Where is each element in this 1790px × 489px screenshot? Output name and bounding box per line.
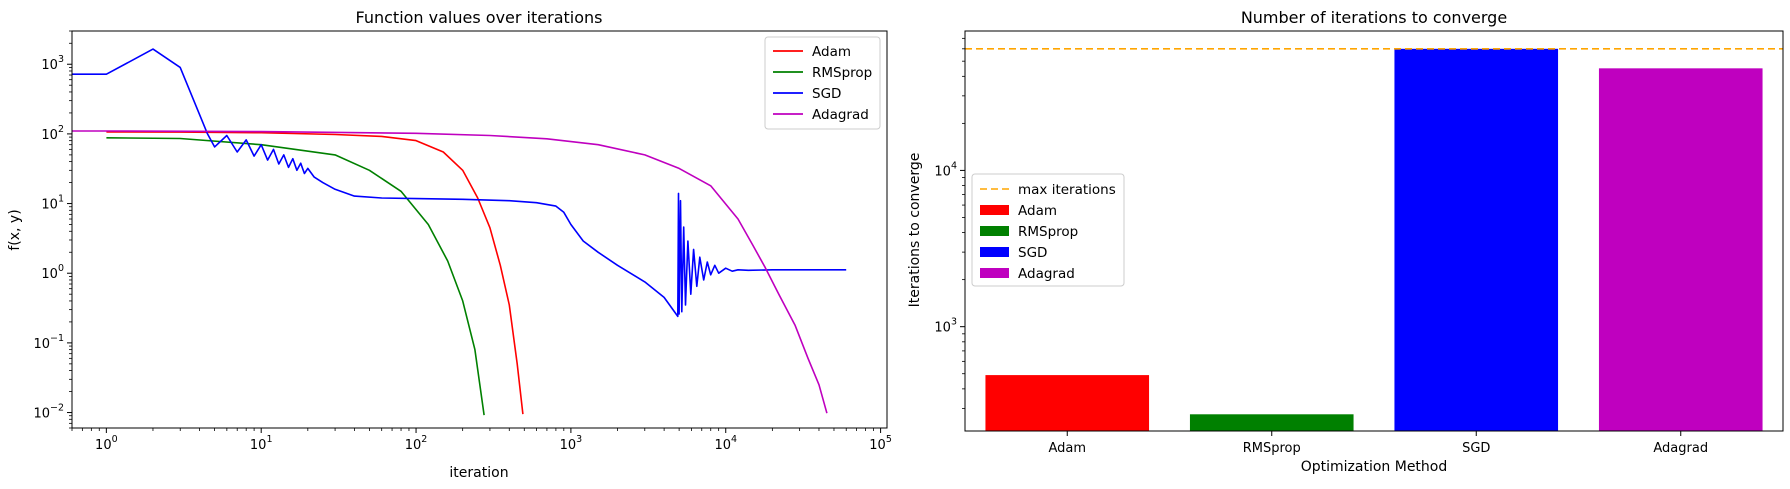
legend-label-rmsprop: RMSprop (812, 65, 872, 81)
x-tick-label-adam: Adam (1048, 441, 1086, 456)
y-tick-label: 101 (41, 194, 64, 213)
y-tick-label-exp: 1 (58, 194, 64, 205)
y-tick-label: 10−1 (33, 333, 64, 352)
legend-swatch-adagrad (980, 268, 1009, 278)
y-tick-label-base: 10 (41, 58, 58, 73)
series-line-rmsprop (106, 137, 485, 416)
legend-label-sgd: SGD (812, 86, 841, 102)
bar-rmsprop (1189, 414, 1354, 431)
y-tick-label: 100 (41, 263, 64, 282)
line-chart-title: Function values over iterations (356, 8, 603, 27)
line-chart-series (72, 48, 847, 416)
bar-chart-bars (985, 48, 1763, 432)
x-tick-label-exp: 2 (421, 434, 427, 445)
y-tick-label: 10−2 (33, 403, 64, 422)
x-tick-label-sgd: SGD (1462, 441, 1490, 456)
y-tick-label-base: 10 (41, 267, 58, 282)
x-tick-label: 103 (560, 434, 583, 453)
series-line-adam (106, 131, 524, 415)
x-tick-label-base: 10 (95, 438, 112, 453)
legend-swatch-adam (980, 205, 1009, 215)
bar-adagrad (1598, 68, 1763, 432)
x-tick-label-exp: 1 (266, 434, 272, 445)
legend-label-sgd: SGD (1018, 245, 1047, 261)
y-tick-label-exp: 3 (951, 317, 957, 328)
line-chart: Function values over iterations 100 101 10… (7, 8, 892, 481)
series-line-sgd (72, 48, 847, 318)
y-tick-label-exp: 0 (58, 263, 64, 274)
x-tick-label-exp: 4 (731, 434, 737, 445)
y-tick-label-exp: −2 (50, 403, 64, 414)
x-tick-label-base: 10 (869, 438, 886, 453)
y-tick-label-base: 10 (41, 198, 58, 213)
line-chart-y-label: f(x, y) (7, 209, 23, 250)
x-tick-label: 100 (95, 434, 118, 453)
bar-adam (985, 375, 1150, 431)
x-tick-label-adagrad: Adagrad (1653, 441, 1708, 456)
bar-chart: Number of iterations to converge Adam RMS… (907, 8, 1784, 475)
series-line-adagrad (72, 130, 828, 414)
bar-chart-legend-box (971, 173, 1125, 287)
y-tick-label: 103 (934, 317, 957, 336)
legend-swatch-sgd (980, 247, 1009, 257)
x-tick-label: 102 (405, 434, 428, 453)
legend-swatch-rmsprop (980, 226, 1009, 236)
x-tick-label: 104 (714, 434, 737, 453)
x-tick-label: 101 (250, 434, 273, 453)
x-tick-label-rmsprop: RMSprop (1243, 441, 1301, 456)
bar-chart-frame (964, 30, 1784, 432)
line-chart-legend: Adam RMSprop SGD Adagrad (764, 36, 881, 130)
x-tick-label: 105 (869, 434, 892, 453)
bar-chart-legend: max iterations Adam RMSprop SGD Adagrad (971, 173, 1125, 287)
bar-chart-title: Number of iterations to converge (1241, 8, 1507, 27)
legend-label-adam: Adam (812, 44, 851, 60)
legend-label-adam: Adam (1018, 203, 1057, 219)
y-tick-label-exp: 3 (58, 54, 64, 65)
y-tick-label: 104 (934, 160, 957, 179)
bar-sgd (1394, 48, 1559, 432)
y-tick-label-exp: −1 (50, 333, 64, 344)
legend-label-adagrad: Adagrad (1018, 266, 1075, 282)
y-tick-label-base: 10 (934, 164, 951, 179)
line-chart-legend-box (764, 36, 881, 130)
line-chart-frame (71, 30, 888, 429)
line-chart-x-ticks: 100 101 102 103 104 105 (71, 428, 892, 453)
legend-label-max-iterations: max iterations (1018, 182, 1116, 198)
x-tick-label-exp: 0 (112, 434, 118, 445)
bar-chart-y-label: Iterations to converge (907, 153, 923, 308)
bar-chart-x-ticks: Adam RMSprop SGD Adagrad (1048, 431, 1708, 456)
legend-label-rmsprop: RMSprop (1018, 224, 1078, 240)
bar-chart-x-label: Optimization Method (1301, 459, 1448, 475)
y-tick-label-base: 10 (33, 407, 50, 422)
y-tick-label-base: 10 (33, 337, 50, 352)
x-tick-label-base: 10 (405, 438, 422, 453)
y-tick-label: 103 (41, 54, 64, 73)
y-tick-label-exp: 2 (58, 124, 64, 135)
legend-label-adagrad: Adagrad (812, 107, 869, 123)
x-tick-label-exp: 3 (576, 434, 582, 445)
line-chart-x-label: iteration (449, 465, 508, 481)
y-tick-label: 102 (41, 124, 64, 143)
y-tick-label-base: 10 (934, 321, 951, 336)
x-tick-label-base: 10 (560, 438, 577, 453)
y-tick-label-base: 10 (41, 128, 58, 143)
y-tick-label-exp: 4 (951, 160, 957, 171)
x-tick-label-base: 10 (714, 438, 731, 453)
x-tick-label-base: 10 (250, 438, 267, 453)
x-tick-label-exp: 5 (886, 434, 892, 445)
